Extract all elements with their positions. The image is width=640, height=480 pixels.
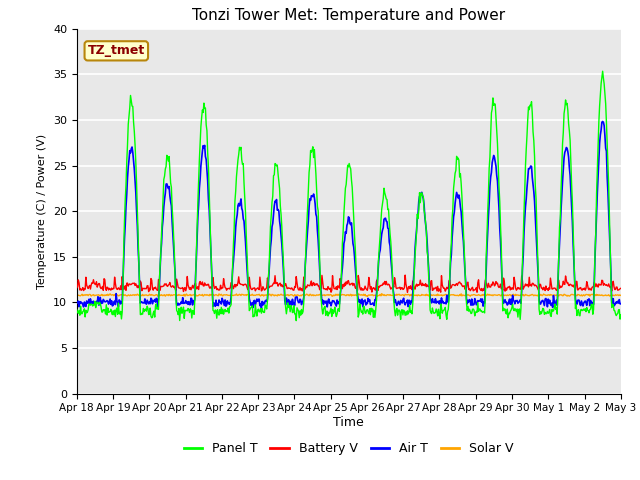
Title: Tonzi Tower Met: Temperature and Power: Tonzi Tower Met: Temperature and Power [192, 9, 506, 24]
X-axis label: Time: Time [333, 416, 364, 429]
Text: TZ_tmet: TZ_tmet [88, 44, 145, 57]
Y-axis label: Temperature (C) / Power (V): Temperature (C) / Power (V) [37, 133, 47, 289]
Legend: Panel T, Battery V, Air T, Solar V: Panel T, Battery V, Air T, Solar V [179, 437, 519, 460]
